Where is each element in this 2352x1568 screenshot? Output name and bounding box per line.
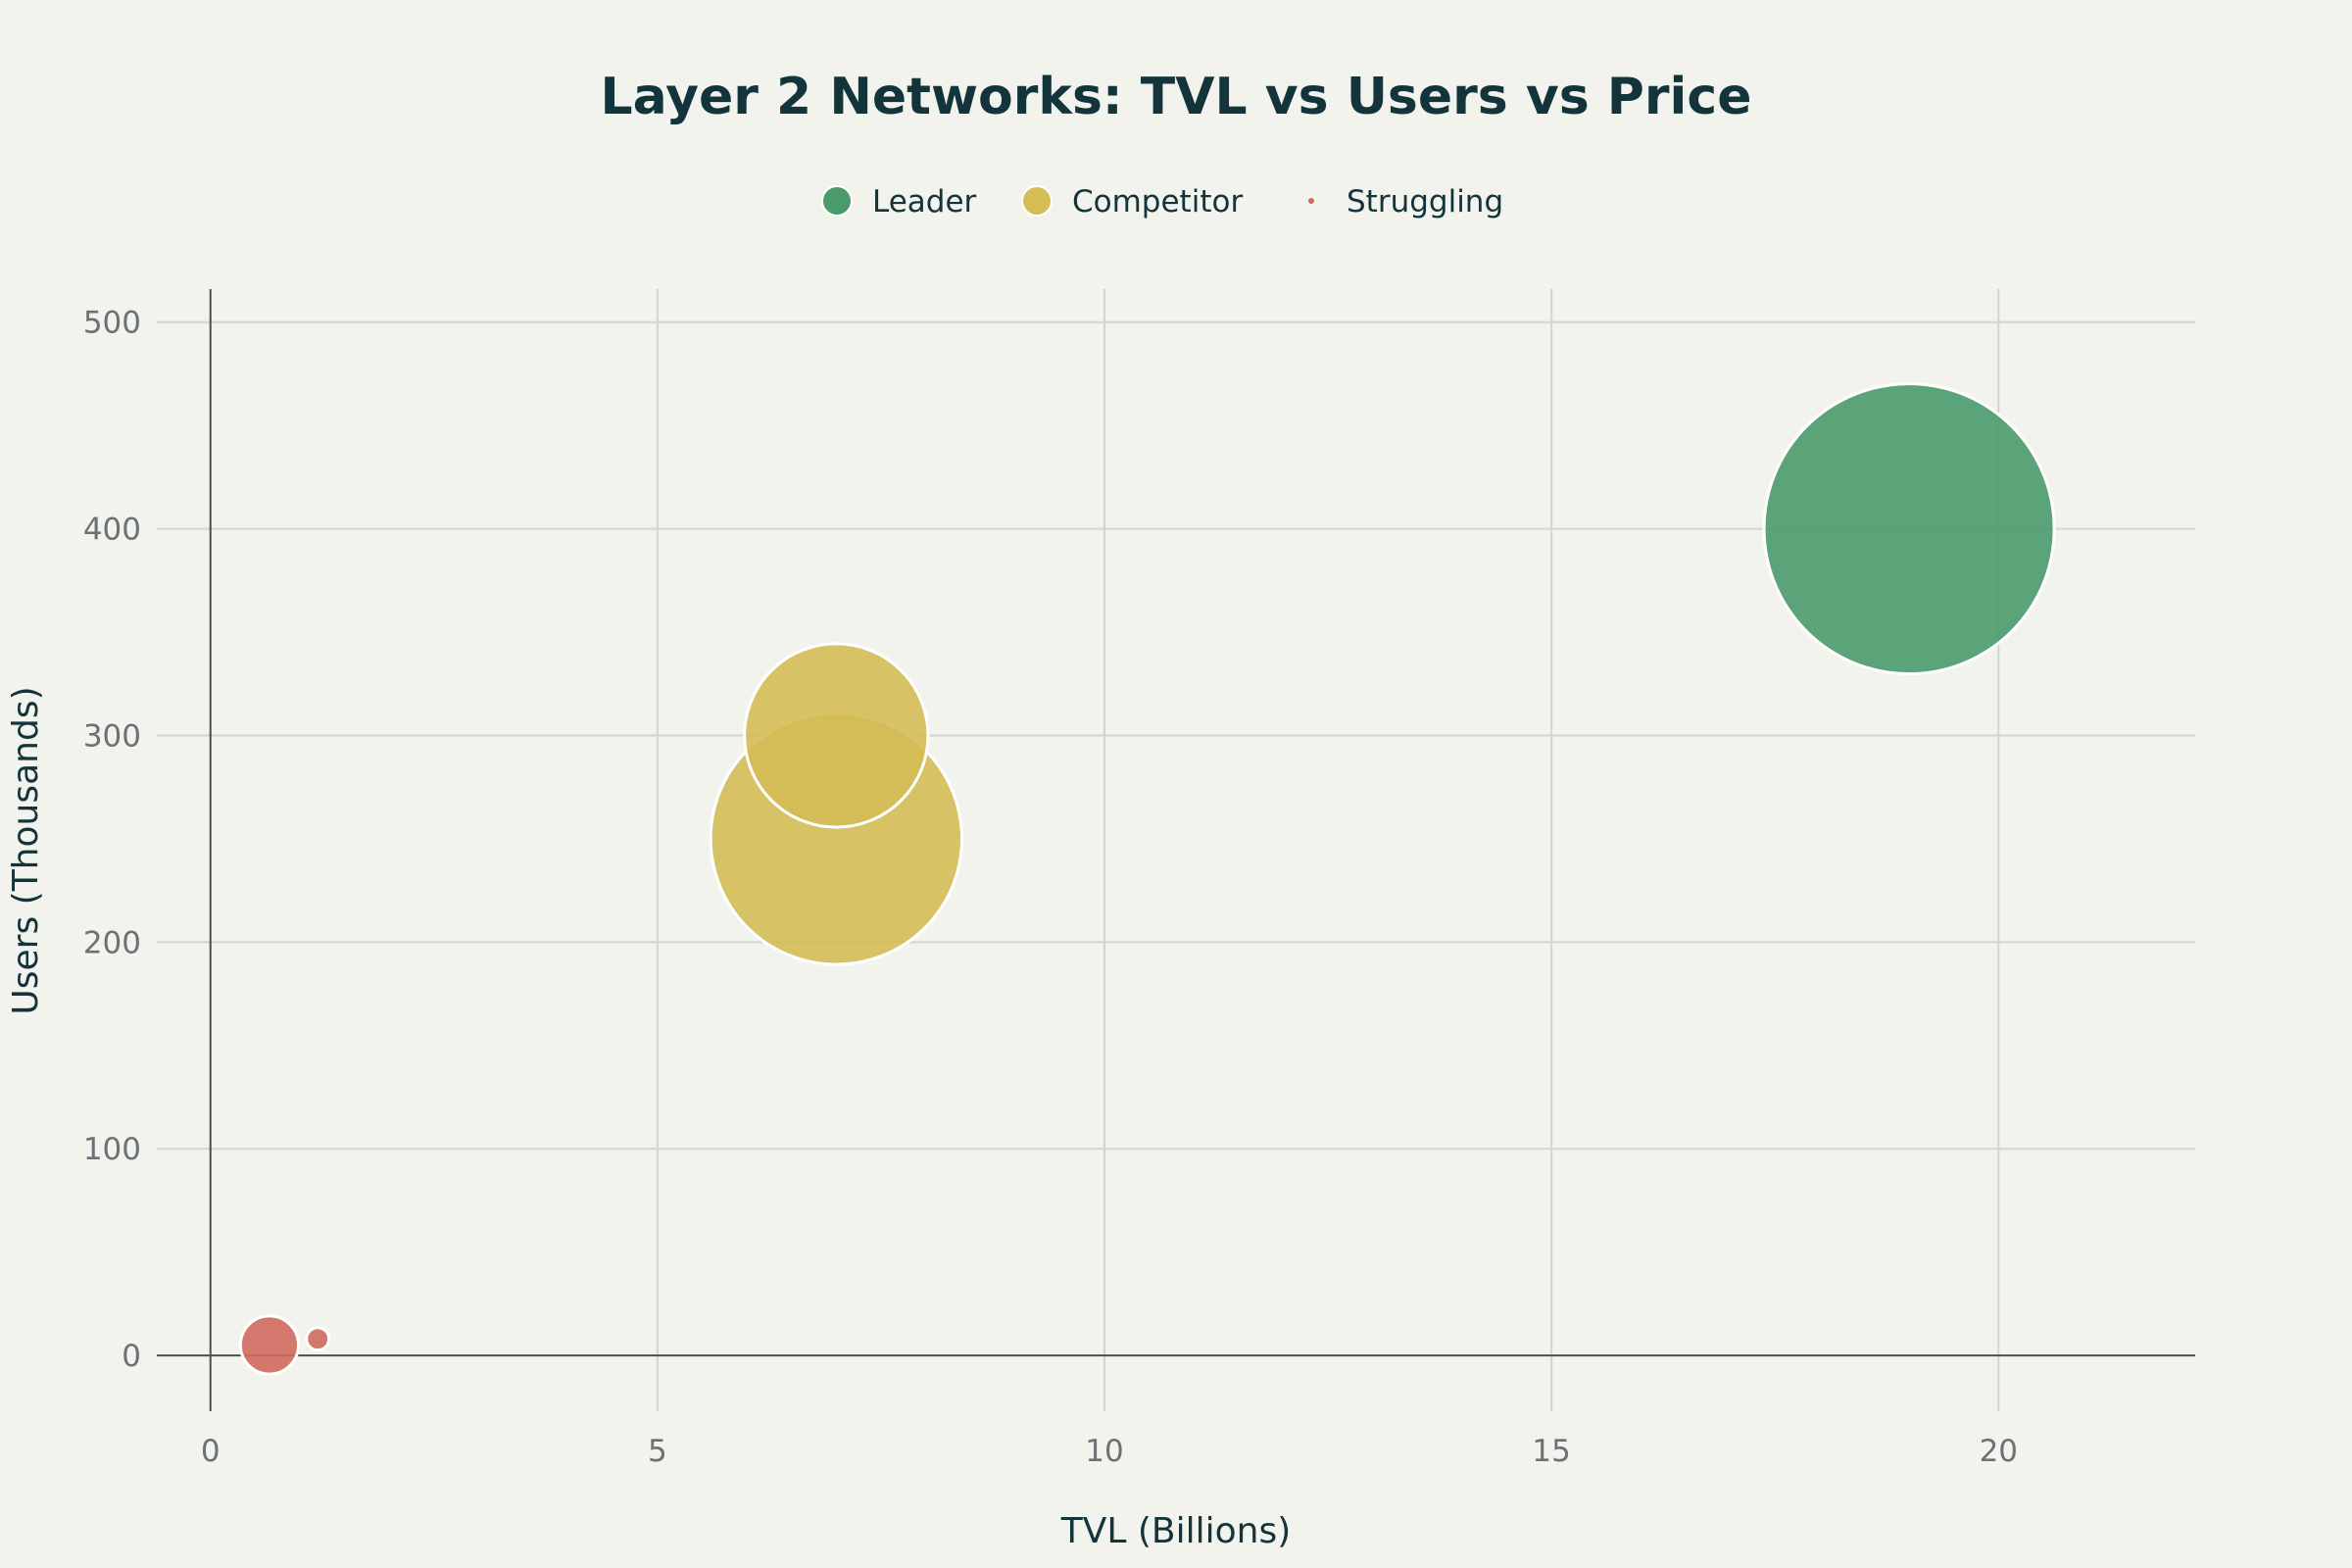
bubble-series: [238, 382, 2056, 1376]
legend-label: Competitor: [1072, 184, 1243, 220]
bubble-struggling[interactable]: [238, 1314, 301, 1376]
bubble-leader[interactable]: [1762, 382, 2056, 676]
bubble-competitor[interactable]: [743, 642, 930, 829]
x-tick-label: 5: [648, 1434, 667, 1469]
legend-marker: [1308, 198, 1314, 204]
y-tick-label: 200: [83, 925, 141, 960]
x-axis-title: TVL (Billions): [1060, 1511, 1292, 1551]
y-tick-label: 0: [122, 1339, 141, 1374]
legend-item-competitor[interactable]: Competitor: [1021, 184, 1243, 220]
y-tick-label: 100: [83, 1132, 141, 1167]
legend-item-struggling[interactable]: Struggling: [1308, 184, 1503, 220]
legend[interactable]: Leader Competitor Struggling: [821, 184, 1503, 220]
legend-label: Struggling: [1347, 184, 1503, 220]
y-tick-label: 300: [83, 718, 141, 754]
x-tick-label: 20: [1980, 1434, 2018, 1469]
y-axis-title: Users (Thousands): [6, 686, 46, 1014]
bubble-struggling[interactable]: [305, 1326, 331, 1352]
y-tick-label: 500: [83, 306, 141, 341]
legend-label: Leader: [872, 184, 977, 220]
grid-lines: [157, 289, 2195, 1411]
legend-marker: [821, 185, 853, 217]
chart-title: Layer 2 Networks: TVL vs Users vs Price: [601, 68, 1752, 126]
axes: [157, 289, 2195, 1411]
legend-item-leader[interactable]: Leader: [821, 184, 977, 220]
x-tick-label: 15: [1532, 1434, 1570, 1469]
x-tick-label: 10: [1085, 1434, 1123, 1469]
y-tick-label: 400: [83, 513, 141, 548]
x-tick-label: 0: [201, 1434, 220, 1469]
legend-marker: [1021, 185, 1053, 217]
